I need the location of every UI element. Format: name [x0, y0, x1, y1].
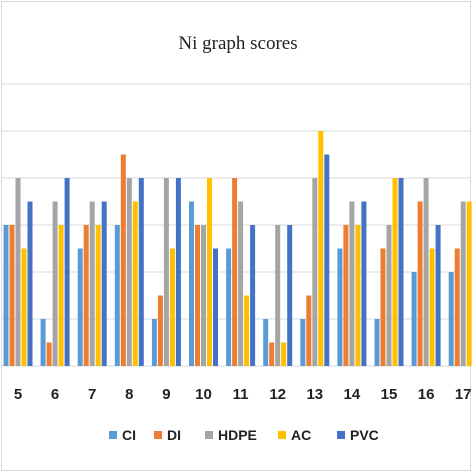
- bar-di-7: [83, 225, 89, 366]
- legend-swatch-ci: [109, 431, 117, 439]
- bar-di-14: [343, 225, 349, 366]
- bar-pvc-9: [175, 178, 181, 366]
- x-tick-label-14: 14: [344, 386, 361, 403]
- x-tick-label-5: 5: [14, 386, 22, 403]
- bar-pvc-14: [361, 201, 367, 366]
- x-tick-label-16: 16: [418, 386, 435, 403]
- bar-ci-14: [337, 248, 343, 366]
- bar-di-17: [454, 248, 460, 366]
- bar-ac-13: [318, 131, 324, 366]
- bar-hdpe-12: [275, 225, 281, 366]
- bar-ci-5: [3, 225, 9, 366]
- bar-pvc-6: [64, 178, 70, 366]
- bar-di-12: [269, 342, 275, 366]
- x-tick-labels: 5 6 7 8 9 10 11 12 13 14 15 16 17: [14, 386, 472, 403]
- bar-ac-7: [95, 225, 101, 366]
- bar-ci-9: [151, 319, 157, 366]
- legend-label-ci: CI: [122, 427, 136, 443]
- bar-hdpe-11: [238, 201, 244, 366]
- bar-ac-15: [392, 178, 398, 366]
- bar-hdpe-6: [52, 201, 58, 366]
- legend-label-ac: AC: [291, 427, 311, 443]
- bar-hdpe-10: [201, 225, 206, 366]
- bar-ac-9: [169, 248, 175, 366]
- bar-di-9: [157, 295, 163, 366]
- x-tick-label-13: 13: [306, 386, 323, 403]
- bar-hdpe-9: [163, 178, 169, 366]
- bar-pvc-16: [435, 225, 441, 366]
- bar-hdpe-16: [423, 178, 429, 366]
- bar-di-8: [120, 154, 126, 366]
- bar-ac-14: [355, 225, 361, 366]
- bar-di-11: [232, 178, 238, 366]
- chart-title: Ni graph scores: [178, 33, 297, 54]
- bar-pvc-5: [27, 201, 33, 366]
- bar-pvc-13: [324, 154, 330, 366]
- bar-di-5: [9, 225, 15, 366]
- legend-swatch-pvc: [337, 431, 345, 439]
- x-tick-label-17: 17: [455, 386, 472, 403]
- legend-swatch-hdpe: [205, 431, 213, 439]
- bar-ac-10: [207, 178, 212, 366]
- x-tick-label-11: 11: [233, 386, 249, 403]
- bar-ci-12: [263, 319, 269, 366]
- legend: CI DI HDPE AC PVC: [109, 427, 379, 443]
- bar-hdpe-15: [386, 225, 392, 366]
- bar-ac-12: [281, 342, 287, 366]
- bar-ac-6: [58, 225, 64, 366]
- bar-hdpe-5: [15, 178, 21, 366]
- bar-ci-11: [226, 248, 232, 366]
- bar-di-15: [380, 248, 386, 366]
- bar-ac-17: [466, 201, 472, 366]
- bar-ci-17: [448, 272, 454, 366]
- bar-ci-16: [411, 272, 417, 366]
- bar-ci-6: [40, 319, 46, 366]
- x-tick-label-6: 6: [51, 386, 59, 403]
- bar-ci-7: [77, 248, 83, 366]
- x-tick-label-10: 10: [195, 386, 212, 403]
- bar-pvc-11: [250, 225, 256, 366]
- bar-pvc-8: [138, 178, 144, 366]
- bar-hdpe-14: [349, 201, 355, 366]
- legend-label-hdpe: HDPE: [218, 427, 257, 443]
- bar-di-13: [306, 295, 312, 366]
- bar-hdpe-17: [460, 201, 466, 366]
- bar-hdpe-13: [312, 178, 318, 366]
- bars: [3, 131, 472, 366]
- bar-ci-15: [374, 319, 380, 366]
- x-tick-label-8: 8: [125, 386, 133, 403]
- bar-pvc-15: [398, 178, 404, 366]
- bar-pvc-7: [101, 201, 107, 366]
- bar-ci-10: [189, 201, 194, 366]
- x-tick-label-12: 12: [269, 386, 286, 403]
- x-tick-label-9: 9: [162, 386, 170, 403]
- x-tick-label-15: 15: [381, 386, 398, 403]
- bar-di-10: [195, 225, 200, 366]
- legend-label-pvc: PVC: [350, 427, 379, 443]
- bar-hdpe-8: [126, 178, 132, 366]
- bar-di-6: [46, 342, 52, 366]
- bar-hdpe-7: [89, 201, 95, 366]
- bar-pvc-12: [287, 225, 293, 366]
- legend-label-di: DI: [167, 427, 181, 443]
- bar-ac-5: [21, 248, 27, 366]
- bar-ac-11: [244, 295, 250, 366]
- legend-swatch-ac: [278, 431, 286, 439]
- bar-di-16: [417, 201, 423, 366]
- bar-pvc-10: [213, 248, 218, 366]
- legend-swatch-di: [154, 431, 162, 439]
- x-tick-label-7: 7: [88, 386, 96, 403]
- bar-ac-8: [132, 201, 138, 366]
- bar-ac-16: [429, 248, 435, 366]
- bar-ci-8: [114, 225, 120, 366]
- bar-ci-13: [300, 319, 306, 366]
